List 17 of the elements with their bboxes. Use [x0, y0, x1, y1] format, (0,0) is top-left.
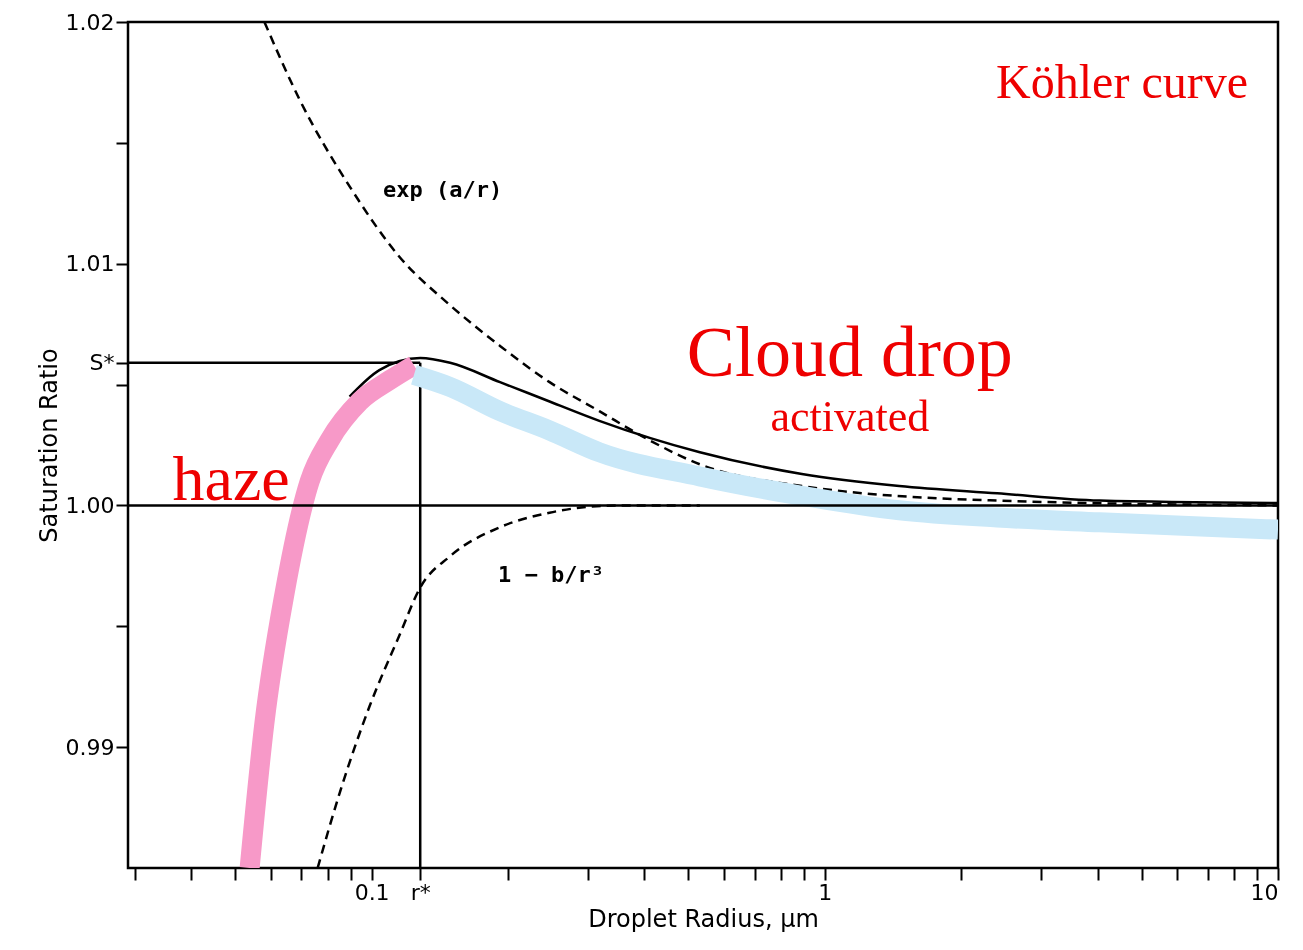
annotation: activated [770, 392, 930, 442]
x-tick-label: 10 [1250, 879, 1279, 905]
y-tick-label: 0.99 [65, 734, 115, 760]
annotation: 1 − b/r³ [498, 562, 604, 587]
y-tick-label: 1.02 [65, 9, 115, 35]
y-tick-label: S* [89, 350, 115, 376]
text: Köhler curve [996, 55, 1248, 108]
annotation: exp (a/r) [383, 177, 503, 202]
y-tick-label: 1.01 [65, 251, 115, 277]
y-tick-label: 1.00 [65, 492, 115, 518]
x-tick-label: 0.1 [354, 879, 390, 905]
x-tick-label: 1 [818, 879, 833, 905]
x-tick-label: r* [410, 879, 431, 905]
series-label: haze [172, 443, 290, 515]
series-label: Cloud drop [686, 312, 1013, 393]
y-axis-title: Saturation Ratio [34, 348, 63, 543]
x-axis-title: Droplet Radius, μm [588, 904, 819, 933]
